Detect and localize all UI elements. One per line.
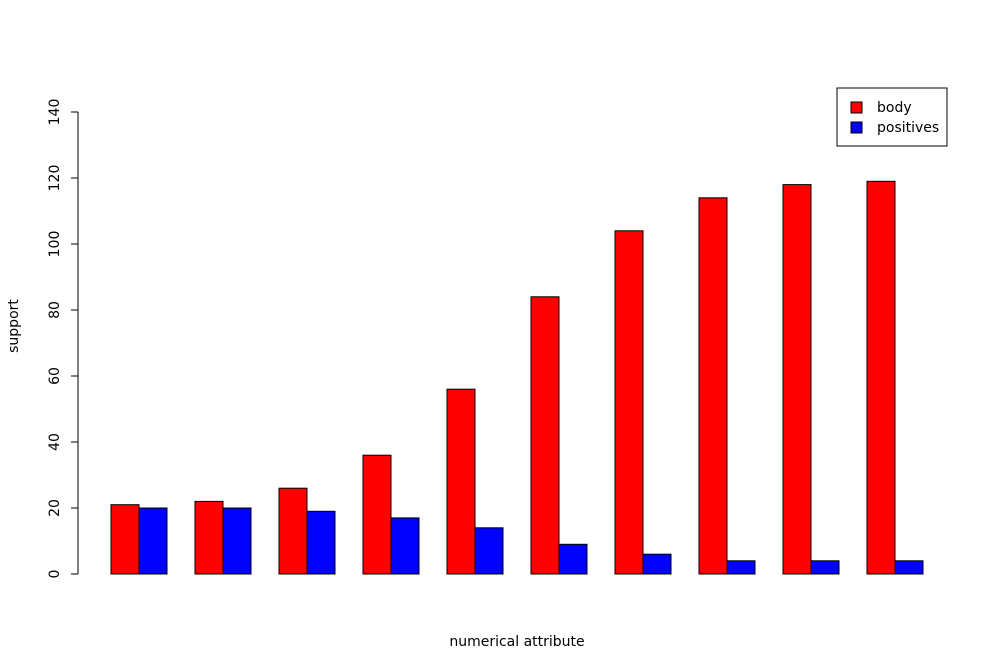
bar-positives-3 (306, 510, 336, 575)
bar-positives-7 (642, 553, 672, 575)
y-tick-label: 40 (47, 433, 63, 451)
y-axis: 0 20 40 60 80 100 120 140 (47, 99, 79, 579)
bar-positives-4 (390, 517, 420, 575)
legend: body positives (836, 87, 948, 147)
y-tick-label: 20 (47, 499, 63, 517)
bar-positives-6 (558, 543, 588, 575)
y-tick-label: 120 (47, 165, 63, 192)
y-tick-label: 140 (47, 99, 63, 126)
legend-box (836, 87, 948, 147)
y-tick-label: 80 (47, 301, 63, 319)
bar-body-1 (110, 504, 140, 575)
bar-positives-5 (474, 527, 504, 575)
bar-positives-8 (726, 560, 756, 575)
plot-bars (110, 180, 924, 575)
bar-positives-10 (894, 560, 924, 575)
bar-body-5 (446, 388, 476, 575)
bar-positives-9 (810, 560, 840, 575)
bar-positives-2 (222, 507, 252, 575)
legend-label-positives: positives (877, 120, 939, 136)
y-tick-label: 100 (47, 231, 63, 258)
bar-body-6 (530, 296, 560, 575)
bar-body-2 (194, 500, 224, 575)
y-tick-label: 0 (47, 570, 63, 579)
bar-body-8 (698, 197, 728, 575)
legend-label-body: body (877, 100, 912, 116)
legend-swatch-body (850, 101, 863, 114)
x-axis-title: numerical attribute (449, 634, 584, 650)
y-tick-label: 60 (47, 367, 63, 385)
bar-body-9 (782, 184, 812, 575)
bar-positives-1 (138, 507, 168, 575)
bar-body-4 (362, 454, 392, 575)
bar-body-3 (278, 487, 308, 575)
bar-body-7 (614, 230, 644, 575)
y-axis-title: support (6, 299, 22, 353)
legend-swatch-positives (850, 121, 863, 134)
bar-body-10 (866, 180, 896, 575)
